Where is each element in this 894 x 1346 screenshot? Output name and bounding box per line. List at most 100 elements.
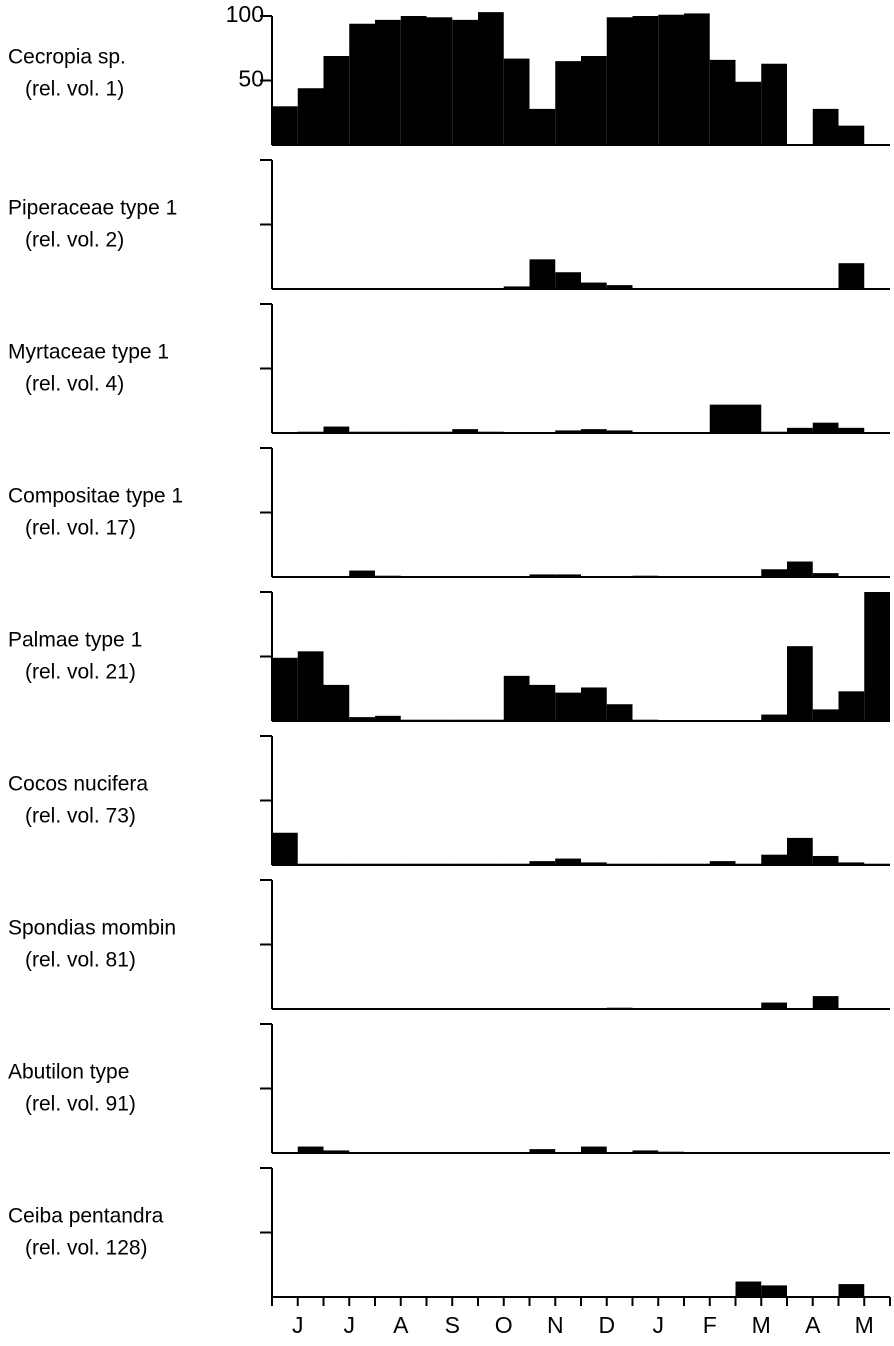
bar xyxy=(272,106,298,145)
bar xyxy=(272,832,298,865)
bar xyxy=(581,55,607,145)
bar xyxy=(761,714,787,721)
bar xyxy=(529,1149,556,1153)
bar xyxy=(581,687,607,721)
bar xyxy=(349,717,375,721)
bar xyxy=(555,61,581,145)
bar xyxy=(581,862,607,865)
bar xyxy=(581,429,607,433)
bar xyxy=(838,125,865,145)
panel-title: Cecropia sp. xyxy=(8,46,126,69)
bar xyxy=(349,570,375,577)
bar xyxy=(452,19,478,145)
bar xyxy=(555,858,581,865)
panel-title: Myrtaceae type 1 xyxy=(8,341,169,364)
x-tick-label: S xyxy=(445,1312,460,1338)
x-tick-label: J xyxy=(653,1312,665,1338)
bar xyxy=(787,561,813,577)
panel-title: Compositae type 1 xyxy=(8,485,183,508)
bar xyxy=(323,684,350,721)
bar xyxy=(735,81,762,145)
x-tick-label: J xyxy=(344,1312,356,1338)
bar xyxy=(349,23,375,146)
x-tick-label: A xyxy=(805,1312,821,1338)
bar xyxy=(478,12,504,145)
panel-subtitle: (rel. vol. 4) xyxy=(25,373,124,396)
x-tick-label: A xyxy=(393,1312,409,1338)
bar xyxy=(323,1150,350,1153)
bar xyxy=(812,108,839,145)
bar xyxy=(632,1150,659,1153)
x-tick-label: O xyxy=(495,1312,513,1338)
bar xyxy=(426,17,453,145)
bar xyxy=(581,1146,607,1153)
bar xyxy=(735,404,762,433)
panel-subtitle: (rel. vol. 73) xyxy=(25,805,136,828)
bar xyxy=(529,259,556,289)
bar xyxy=(323,426,350,433)
panel-title: Ceiba pentandra xyxy=(8,1205,164,1228)
x-tick-label: N xyxy=(547,1312,564,1338)
y-tick-label: 50 xyxy=(238,66,264,92)
bar xyxy=(529,684,556,721)
bar xyxy=(838,1284,865,1297)
bar xyxy=(297,651,324,721)
bar xyxy=(400,16,427,145)
bar xyxy=(452,429,478,433)
bar xyxy=(787,837,813,865)
panel-subtitle: (rel. vol. 81) xyxy=(25,949,136,972)
bar xyxy=(812,709,839,721)
bar xyxy=(787,427,813,433)
bar xyxy=(503,286,530,289)
bar xyxy=(555,272,581,289)
bar xyxy=(838,263,865,289)
bar xyxy=(761,1002,787,1009)
x-tick-label: F xyxy=(703,1312,717,1338)
bar xyxy=(709,404,736,433)
panel-title: Piperaceae type 1 xyxy=(8,197,177,220)
x-tick-label: M xyxy=(855,1312,874,1338)
bar xyxy=(838,691,865,721)
bar xyxy=(812,996,839,1009)
bar xyxy=(838,427,865,433)
bar xyxy=(529,574,556,577)
panel-title: Spondias mombin xyxy=(8,917,176,940)
bar xyxy=(812,422,839,433)
panel-title: Palmae type 1 xyxy=(8,629,142,652)
bar xyxy=(761,1285,787,1297)
bar xyxy=(606,285,633,289)
panel-subtitle: (rel. vol. 2) xyxy=(25,229,124,252)
bar xyxy=(297,88,324,145)
x-tick-label: J xyxy=(292,1312,304,1338)
bar xyxy=(761,854,787,865)
bar xyxy=(375,715,401,721)
bar xyxy=(735,1281,762,1297)
bar xyxy=(709,59,736,145)
bar xyxy=(684,13,710,146)
bar xyxy=(606,430,633,433)
x-tick-label: D xyxy=(598,1312,615,1338)
bar xyxy=(323,55,350,145)
bar xyxy=(864,592,890,721)
bar xyxy=(606,704,633,721)
panel-title: Cocos nucifera xyxy=(8,773,148,796)
panel-subtitle: (rel. vol. 1) xyxy=(25,78,124,101)
bar xyxy=(812,855,839,865)
bar xyxy=(606,17,633,145)
bar xyxy=(503,58,530,145)
bar xyxy=(709,861,736,865)
panel-subtitle: (rel. vol. 128) xyxy=(25,1237,148,1260)
bar xyxy=(272,657,298,721)
bar xyxy=(761,63,787,146)
bar xyxy=(529,861,556,865)
bar xyxy=(838,862,865,865)
bar xyxy=(787,646,813,721)
x-tick-label: M xyxy=(752,1312,771,1338)
bar xyxy=(812,573,839,577)
bar xyxy=(632,16,659,145)
bar xyxy=(555,692,581,721)
y-tick-label: 100 xyxy=(226,1,264,27)
panel-title: Abutilon type xyxy=(8,1061,129,1084)
bar xyxy=(555,430,581,433)
